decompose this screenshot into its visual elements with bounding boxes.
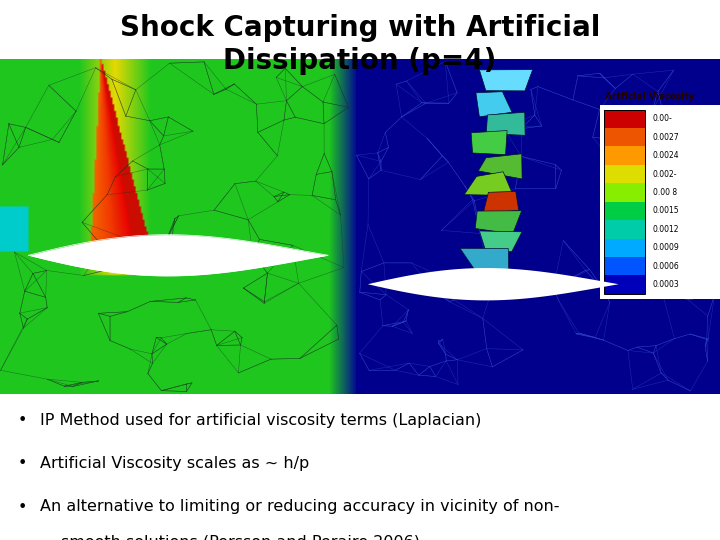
Bar xyxy=(603,275,645,294)
Text: 0.002-: 0.002- xyxy=(653,170,678,179)
Text: Artficial Viscosity: Artficial Viscosity xyxy=(606,92,695,101)
Text: 0.0006: 0.0006 xyxy=(653,262,680,271)
Bar xyxy=(603,220,645,239)
Bar xyxy=(603,146,645,165)
Text: An alternative to limiting or reducing accuracy in vicinity of non-: An alternative to limiting or reducing a… xyxy=(40,500,559,515)
Polygon shape xyxy=(464,172,513,195)
Polygon shape xyxy=(478,154,522,179)
Bar xyxy=(603,110,645,128)
Bar xyxy=(603,201,645,220)
Text: •: • xyxy=(18,500,27,515)
Bar xyxy=(603,257,645,275)
Text: 0.0024: 0.0024 xyxy=(653,151,680,160)
Text: 0.0015: 0.0015 xyxy=(653,206,680,215)
Bar xyxy=(603,183,645,201)
Text: Artificial Viscosity scales as ~ h/p: Artificial Viscosity scales as ~ h/p xyxy=(40,456,309,471)
Polygon shape xyxy=(471,131,507,154)
Polygon shape xyxy=(475,211,522,234)
Polygon shape xyxy=(480,231,522,252)
Text: IP Method used for artificial viscosity terms (Laplacian): IP Method used for artificial viscosity … xyxy=(40,413,481,428)
Text: Shock Capturing with Artificial
Dissipation (p=4): Shock Capturing with Artificial Dissipat… xyxy=(120,14,600,75)
Polygon shape xyxy=(476,92,512,117)
Text: 0.0012: 0.0012 xyxy=(653,225,679,234)
Text: 0.0009: 0.0009 xyxy=(653,243,680,252)
Text: •: • xyxy=(18,413,27,428)
Text: smooth solutions (Persson and Peraire 2006): smooth solutions (Persson and Peraire 20… xyxy=(61,535,420,540)
Bar xyxy=(603,128,645,146)
Bar xyxy=(603,110,645,294)
Polygon shape xyxy=(480,70,533,91)
Polygon shape xyxy=(483,191,519,213)
Bar xyxy=(600,105,720,299)
Polygon shape xyxy=(486,112,525,136)
Bar xyxy=(603,165,645,183)
Text: 0.0027: 0.0027 xyxy=(653,133,680,141)
Text: 0.0003: 0.0003 xyxy=(653,280,680,289)
Text: •: • xyxy=(18,456,27,471)
Text: 0.00-: 0.00- xyxy=(653,114,672,123)
Text: 0.00 8: 0.00 8 xyxy=(653,188,677,197)
Bar xyxy=(603,239,645,257)
Polygon shape xyxy=(460,248,509,275)
